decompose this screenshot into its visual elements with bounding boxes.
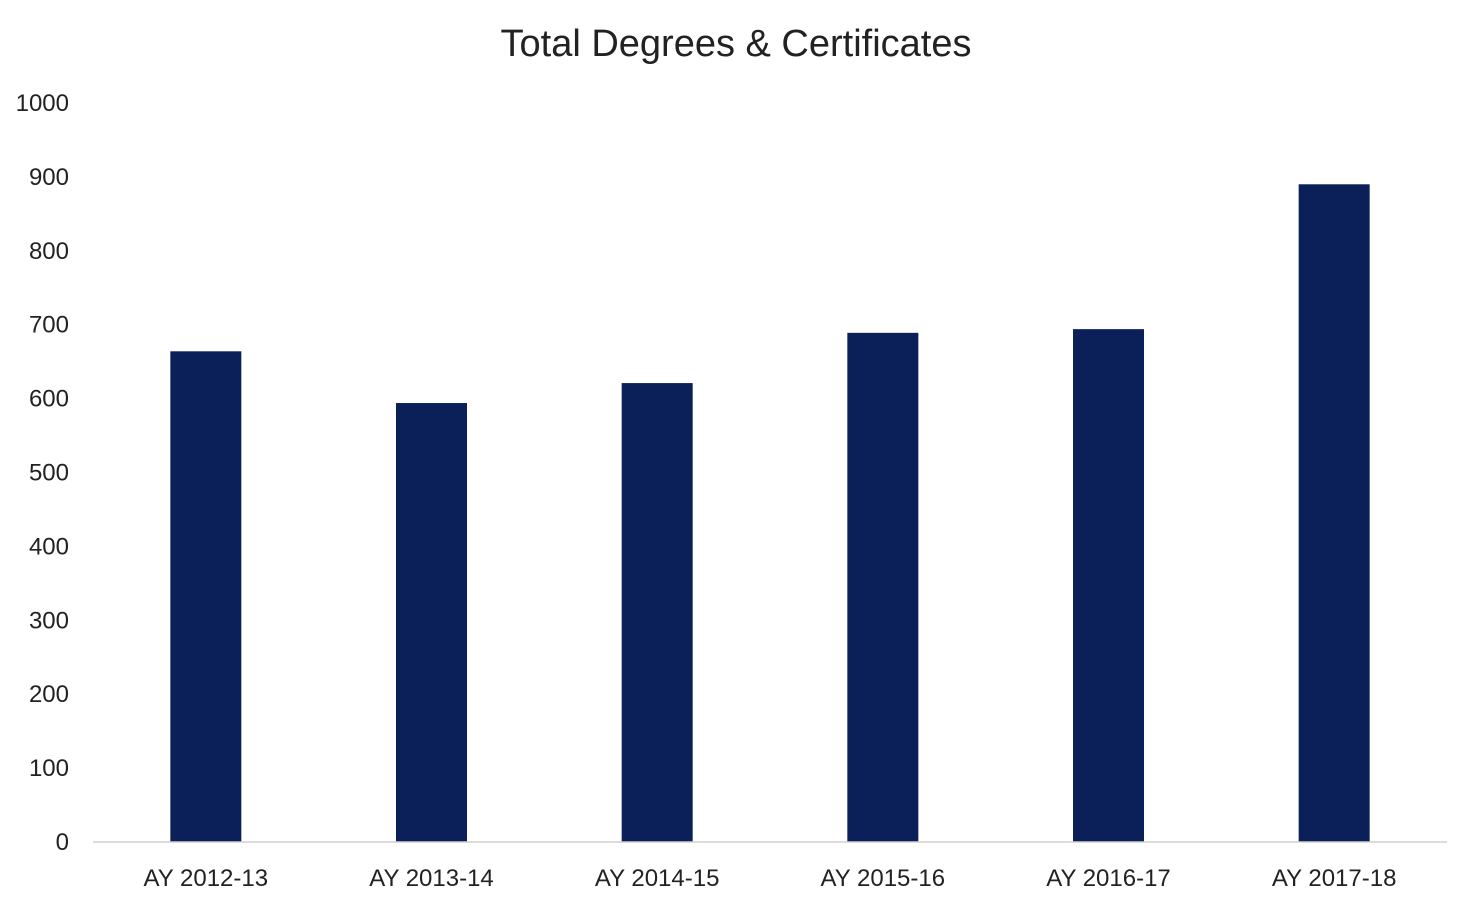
bar-series xyxy=(170,184,1370,843)
y-tick-label: 400 xyxy=(29,533,69,560)
y-tick-label: 800 xyxy=(29,238,69,265)
y-tick-label: 700 xyxy=(29,312,69,339)
x-axis-labels: AY 2012-13 AY 2013-14 AY 2014-15 AY 2015-16… xyxy=(144,865,1397,892)
bar xyxy=(170,351,242,842)
y-tick-label: 900 xyxy=(29,164,69,191)
y-tick-label: 600 xyxy=(29,386,69,413)
y-tick-label: 300 xyxy=(29,607,69,634)
y-tick-label: 200 xyxy=(29,681,69,708)
bar xyxy=(1073,329,1144,842)
y-tick-label: 100 xyxy=(29,755,69,782)
bar xyxy=(1298,184,1370,843)
y-tick-label: 500 xyxy=(29,460,69,487)
y-tick-label: 0 xyxy=(56,829,69,856)
x-category-label: AY 2013-14 xyxy=(369,865,494,892)
bar xyxy=(847,332,919,842)
bar xyxy=(621,383,693,842)
x-category-label: AY 2012-13 xyxy=(144,865,269,892)
bar xyxy=(396,403,467,842)
y-axis-ticks: 0 100 200 300 400 500 600 700 800 900 1000 xyxy=(16,90,69,856)
x-category-label: AY 2014-15 xyxy=(595,865,720,892)
chart-title: Total Degrees & Certificates xyxy=(501,23,972,65)
x-category-label: AY 2017-18 xyxy=(1272,865,1397,892)
x-category-label: AY 2015-16 xyxy=(821,865,946,892)
y-tick-label: 1000 xyxy=(16,90,69,117)
x-category-label: AY 2016-17 xyxy=(1046,865,1171,892)
